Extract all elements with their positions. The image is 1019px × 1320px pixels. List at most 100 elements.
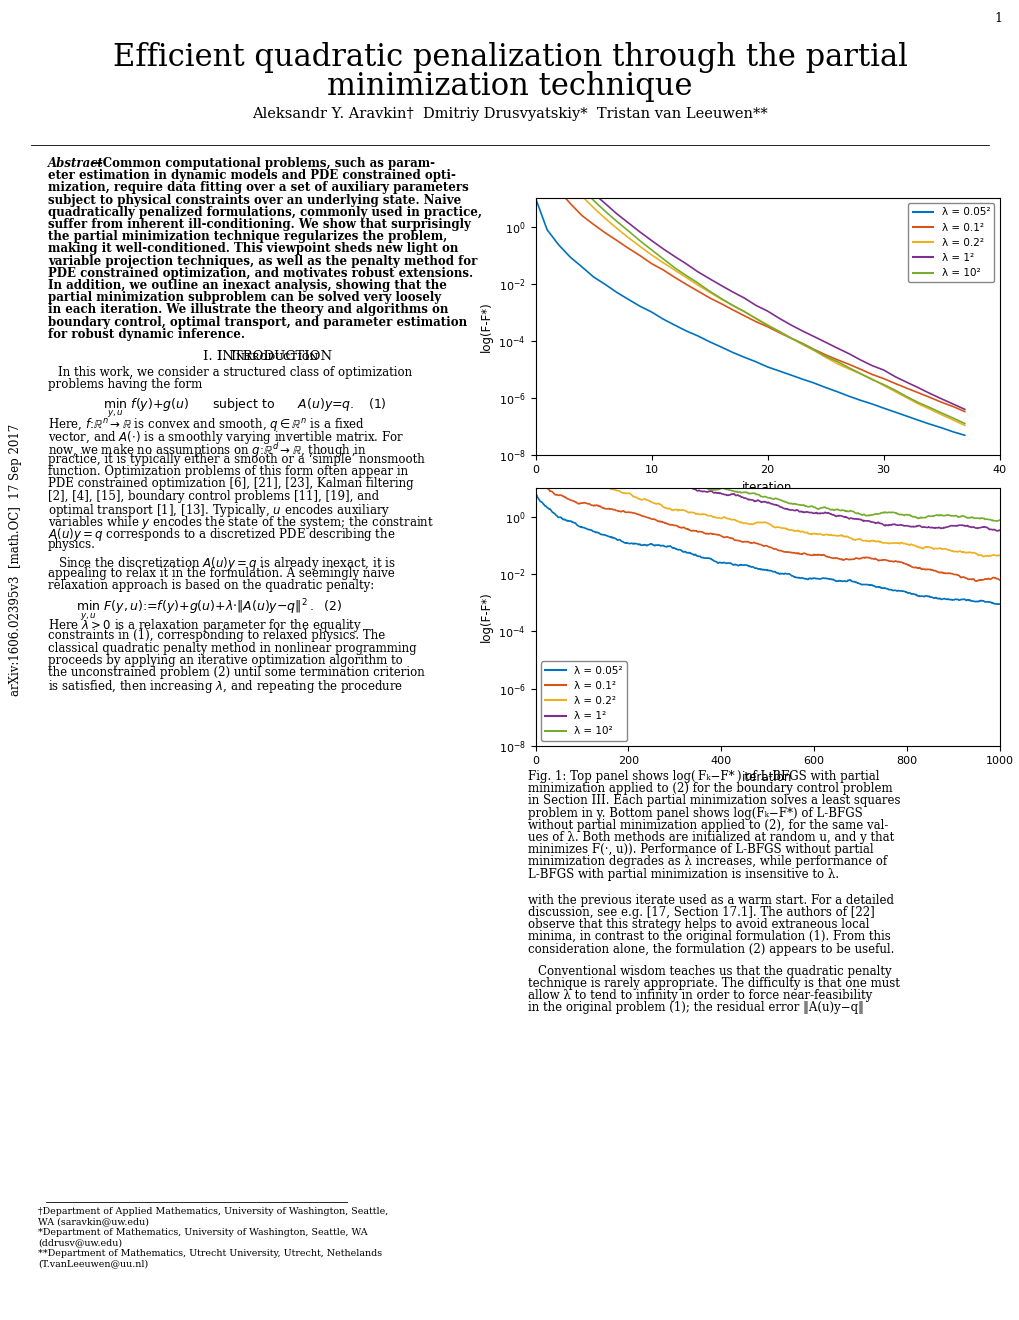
Line: λ = 10²: λ = 10² [535,103,964,424]
λ = 10² [691,275,703,290]
Text: 1: 1 [994,12,1001,25]
Text: I. INTRODUCTION: I. INTRODUCTION [203,350,332,363]
λ = 10² [854,366,866,381]
λ = 0.1² [610,232,623,248]
λ = 1² [890,517,902,533]
λ = 0.05² [784,367,796,383]
λ = 10² [865,372,877,388]
Text: optimal transport [1], [13]. Typically, $u$ encodes auxiliary: optimal transport [1], [13]. Typically, … [48,502,390,519]
λ = 10² [738,304,750,319]
Text: In this work, we consider a structured class of optimization: In this work, we consider a structured c… [58,366,412,379]
λ = 1² [865,358,877,374]
Text: Efficient quadratic penalization through the partial: Efficient quadratic penalization through… [112,42,907,73]
Text: constraints in (1), corresponding to relaxed physics. The: constraints in (1), corresponding to rel… [48,630,385,643]
λ = 0.1² [772,325,785,341]
λ = 10² [587,193,599,209]
λ = 0.2² [958,417,970,433]
λ = 0.05² [796,371,808,387]
λ = 0.05² [587,269,599,285]
λ = 0.2² [656,255,668,271]
Text: Fig. 1: Top panel shows log( Fₖ−F* ) of L-BFGS with partial: Fig. 1: Top panel shows log( Fₖ−F* ) of … [528,770,878,783]
λ = 1² [633,224,645,240]
λ = 0.1² [598,224,610,240]
λ = 10² [656,251,668,267]
λ = 1² [703,271,715,286]
Text: quadratically penalized formulations, commonly used in practice,: quadratically penalized formulations, co… [48,206,482,219]
λ = 0.1² [923,389,935,405]
Line: λ = 0.1²: λ = 0.1² [535,147,964,412]
λ = 1² [623,469,635,484]
λ = 1² [598,195,610,211]
λ = 0.1² [587,216,599,232]
Text: (ddrusv@uw.edu): (ddrusv@uw.edu) [38,1238,122,1247]
λ = 0.1² [633,248,645,264]
λ = 0.2² [865,371,877,387]
Line: λ = 0.05²: λ = 0.05² [535,198,964,436]
λ = 0.1² [938,565,951,581]
λ = 0.05² [993,597,1005,612]
λ = 0.1² [784,330,796,346]
λ = 1² [587,186,599,202]
Legend: λ = 0.05², λ = 0.1², λ = 0.2², λ = 1², λ = 10²: λ = 0.05², λ = 0.1², λ = 0.2², λ = 1², λ… [908,203,994,282]
λ = 0.1² [552,182,565,198]
Text: mization, require data fitting over a set of auxiliary parameters: mization, require data fitting over a se… [48,181,469,194]
λ = 0.05² [876,400,889,416]
Text: Aleksandr Y. Aravkin†  Dmitriy Drusvyatskiy*  Tristan van Leeuwen**: Aleksandr Y. Aravkin† Dmitriy Drusvyatsk… [252,107,767,121]
λ = 0.1² [576,207,588,223]
λ = 0.2² [842,360,854,376]
λ = 1² [889,368,901,384]
λ = 0.2² [749,310,761,326]
λ = 0.2² [622,230,634,246]
λ = 0.05² [830,384,843,400]
λ = 1² [772,310,785,326]
λ = 10² [772,323,785,339]
λ = 0.05² [911,412,923,428]
λ = 10² [726,297,738,313]
Y-axis label: log(F-F*): log(F-F*) [479,591,492,643]
λ = 0.05² [958,428,970,444]
Text: now, we make no assumptions on $g\colon\mathbb{R}^d\to\mathbb{R}$, though in: now, we make no assumptions on $g\colon\… [48,441,366,459]
λ = 0.05² [726,345,738,360]
λ = 0.05² [854,392,866,408]
λ = 0.2² [900,389,912,405]
λ = 0.05² [633,298,645,314]
λ = 0.05² [923,416,935,432]
Text: problems having the form: problems having the form [48,379,202,391]
λ = 1² [818,334,830,350]
Text: arXiv:1606.02395v3  [math.OC]  17 Sep 2017: arXiv:1606.02395v3 [math.OC] 17 Sep 2017 [9,424,22,696]
λ = 0.05² [540,222,552,238]
Text: I. Iɴᴛʀᴏᴅᴜᴄᴛɪᴏɴ: I. Iɴᴛʀᴏᴅᴜᴄᴛɪᴏɴ [217,350,318,363]
λ = 0.05² [656,312,668,327]
λ = 0.05² [610,284,623,300]
λ = 1² [726,284,738,300]
λ = 0.2² [540,147,552,162]
λ = 0.2² [598,210,610,226]
λ = 0.2² [818,350,830,366]
λ = 0.1² [889,376,901,392]
λ = 10² [760,318,773,334]
λ = 0.2² [714,292,727,308]
λ = 0.05² [818,380,830,396]
λ = 1² [668,248,681,264]
Text: the unconstrained problem (2) until some termination criterion: the unconstrained problem (2) until some… [48,667,424,678]
λ = 0.2² [529,119,541,135]
Text: WA (saravkin@uw.edu): WA (saravkin@uw.edu) [38,1217,149,1226]
λ = 0.05² [564,249,576,265]
λ = 10² [830,354,843,370]
λ = 1² [796,323,808,339]
Text: proceeds by applying an iterative optimization algorithm to: proceeds by applying an iterative optimi… [48,653,403,667]
λ = 0.2² [726,297,738,313]
λ = 0.2² [977,549,989,565]
λ = 0.05² [529,483,541,499]
λ = 0.2² [738,304,750,319]
λ = 10² [911,395,923,411]
λ = 1² [923,385,935,401]
λ = 0.05² [990,597,1003,612]
Text: suffer from inherent ill-conditioning. We show that surprisingly: suffer from inherent ill-conditioning. W… [48,218,471,231]
Text: variables while $y$ encodes the state of the system; the constraint: variables while $y$ encodes the state of… [48,513,433,531]
Text: the partial minimization technique regularizes the problem,: the partial minimization technique regul… [48,230,446,243]
λ = 0.1² [934,395,947,411]
λ = 0.05² [889,404,901,420]
λ = 0.2² [938,541,951,557]
λ = 10² [557,436,570,451]
